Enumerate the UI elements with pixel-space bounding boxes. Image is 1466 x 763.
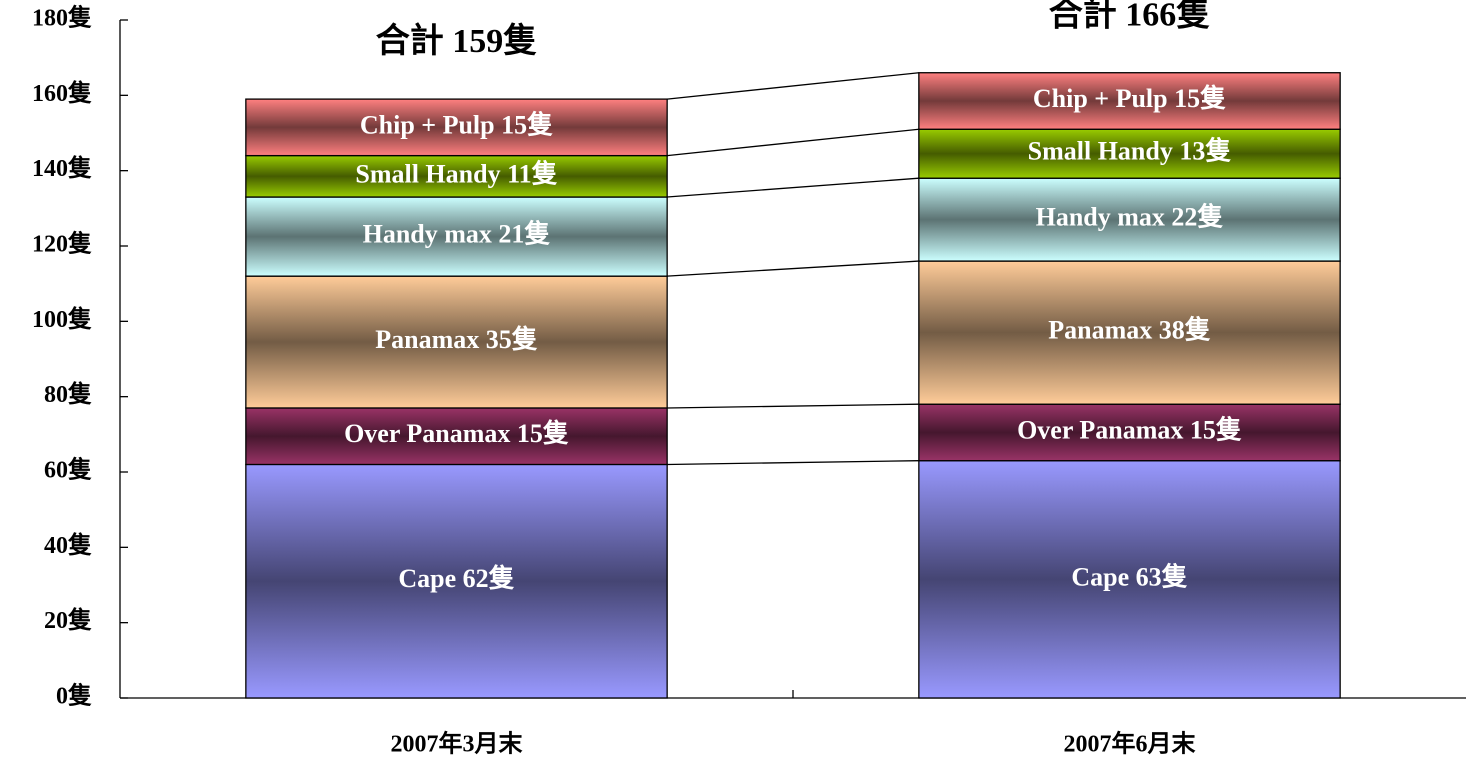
data-label: Small Handy 11隻	[355, 159, 557, 188]
connector-line	[667, 72, 919, 100]
bar-segment	[245, 98, 668, 157]
y-tick-label: 120隻	[32, 230, 92, 258]
bar-segment	[245, 154, 668, 198]
x-tick-label: 2007年6月末	[1064, 730, 1197, 758]
y-tick-label: 180隻	[32, 4, 92, 32]
data-label: Small Handy 13隻	[1028, 137, 1232, 166]
bar-segment	[245, 196, 668, 277]
total-label: 合計 159隻	[376, 22, 538, 60]
y-tick-label: 140隻	[32, 154, 92, 182]
data-label: Chip + Pulp 15隻	[1033, 84, 1226, 113]
y-tick-label: 40隻	[44, 531, 92, 559]
y-tick-label: 0隻	[56, 682, 92, 710]
y-tick-label: 60隻	[44, 456, 92, 484]
data-label: Panamax 38隻	[1048, 316, 1211, 345]
x-tick-label: 2007年3月末	[391, 730, 524, 758]
data-label: Cape 63隻	[1071, 562, 1187, 591]
connector-line	[667, 177, 919, 198]
data-label: Panamax 35隻	[375, 325, 538, 354]
bar-segment	[245, 463, 668, 699]
data-label: Handy max 21隻	[363, 220, 551, 249]
bar-segment	[918, 177, 1341, 262]
bar-segment	[245, 407, 668, 466]
data-label: Handy max 22隻	[1036, 203, 1224, 232]
connector-line	[667, 460, 919, 466]
y-tick-label: 100隻	[32, 305, 92, 333]
bar-segment	[918, 460, 1341, 699]
data-label: Cape 62隻	[398, 564, 514, 593]
data-label: Over Panamax 15隻	[344, 419, 569, 448]
connector-line	[667, 128, 919, 157]
data-label: Chip + Pulp 15隻	[360, 110, 553, 139]
y-tick-label: 80隻	[44, 380, 92, 408]
connector-line	[667, 260, 919, 277]
y-tick-label: 20隻	[44, 606, 92, 634]
bar-segment	[918, 260, 1341, 405]
bar-segment	[245, 275, 668, 409]
y-tick-label: 160隻	[32, 79, 92, 107]
bar-segment	[918, 403, 1341, 462]
connector-line	[667, 403, 919, 409]
data-label: Over Panamax 15隻	[1017, 415, 1242, 444]
total-label: 合計 166隻	[1049, 0, 1211, 34]
bar-segment	[918, 72, 1341, 130]
